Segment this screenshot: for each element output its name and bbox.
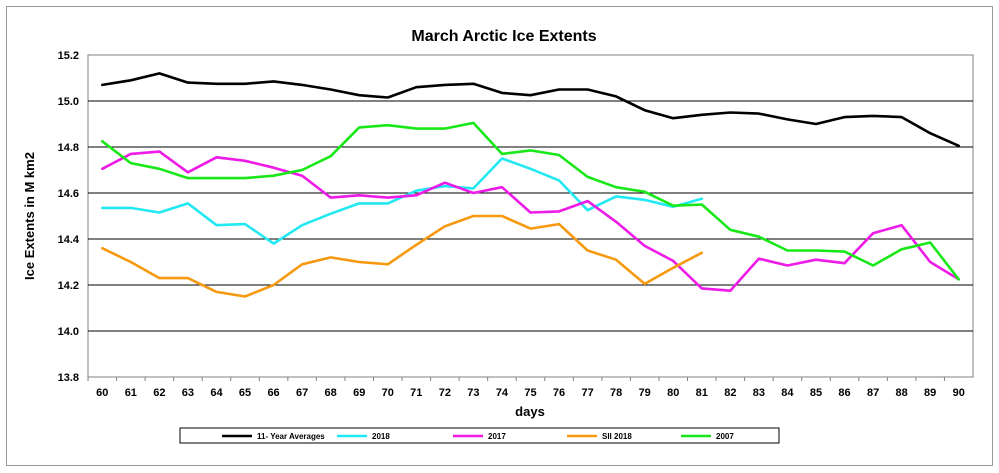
x-tick-label: 90: [953, 387, 965, 399]
legend-label-2017: 2017: [488, 432, 506, 441]
y-axis-tick-labels: 13.8 14.0 14.2 14.4 14.6 14.8 15.0 15.2: [58, 50, 80, 384]
x-tick-label: 89: [924, 387, 936, 399]
x-tick-label: 82: [724, 387, 736, 399]
y-tick-label: 14.2: [58, 280, 79, 292]
x-tick-label: 63: [182, 387, 194, 399]
x-tick-label: 80: [667, 387, 679, 399]
x-tick-label: 61: [125, 387, 137, 399]
x-tick-label: 86: [838, 387, 850, 399]
legend: 11- Year Averages 2018 2017 SII 2018 2007: [179, 427, 780, 444]
x-tick-label: 66: [267, 387, 279, 399]
series-lines: [101, 72, 961, 298]
x-tick-label: 84: [781, 387, 794, 399]
x-tick-label: 73: [467, 387, 479, 399]
x-tick-label: 74: [496, 387, 509, 399]
x-axis-tick-labels: 60 61 62 63 64 65 66 67 68 69 70 71 72 73 74 75 76 77 78 79…: [87, 377, 965, 399]
x-tick-label: 62: [153, 387, 165, 399]
x-tick-label: 81: [696, 387, 708, 399]
y-axis-label: Ice Extents in M km2: [22, 152, 37, 280]
x-tick-label: 85: [810, 387, 822, 399]
y-tick-label: 14.6: [58, 188, 79, 200]
x-tick-label: 78: [610, 387, 622, 399]
series-line-2017: [101, 150, 961, 293]
x-tick-label: 68: [325, 387, 337, 399]
legend-label-sii-2018: SII 2018: [602, 432, 632, 441]
x-tick-label: 83: [753, 387, 765, 399]
legend-label-11-year-averages: 11- Year Averages: [257, 432, 325, 441]
y-tick-label: 14.4: [58, 234, 80, 246]
x-tick-label: 77: [581, 387, 593, 399]
x-tick-label: 69: [353, 387, 365, 399]
x-tick-label: 65: [239, 387, 251, 399]
y-tick-label: 14.8: [58, 142, 79, 154]
series-line-2007: [101, 121, 961, 281]
x-tick-label: 79: [639, 387, 651, 399]
x-tick-label: 88: [896, 387, 908, 399]
x-tick-label: 87: [867, 387, 879, 399]
y-tick-label: 15.2: [58, 50, 79, 62]
legend-label-2007: 2007: [716, 432, 734, 441]
chart-title: March Arctic Ice Extents: [411, 28, 596, 45]
plot-area: [87, 54, 974, 378]
x-tick-label: 67: [296, 387, 308, 399]
x-tick-label: 64: [210, 387, 223, 399]
x-tick-label: 75: [524, 387, 536, 399]
y-tick-label: 15.0: [58, 96, 79, 108]
x-tick-label: 71: [410, 387, 422, 399]
x-axis-label: days: [515, 404, 545, 419]
x-tick-label: 72: [439, 387, 451, 399]
x-tick-label: 70: [382, 387, 394, 399]
series-line-sii-2018: [101, 214, 704, 298]
x-tick-label: 76: [553, 387, 565, 399]
series-line-11-year-averages: [101, 72, 961, 148]
y-tick-label: 14.0: [58, 326, 79, 338]
gridlines: [88, 100, 973, 332]
x-tick-label: 60: [96, 387, 108, 399]
legend-label-2018: 2018: [372, 432, 390, 441]
y-tick-label: 13.8: [58, 372, 79, 384]
